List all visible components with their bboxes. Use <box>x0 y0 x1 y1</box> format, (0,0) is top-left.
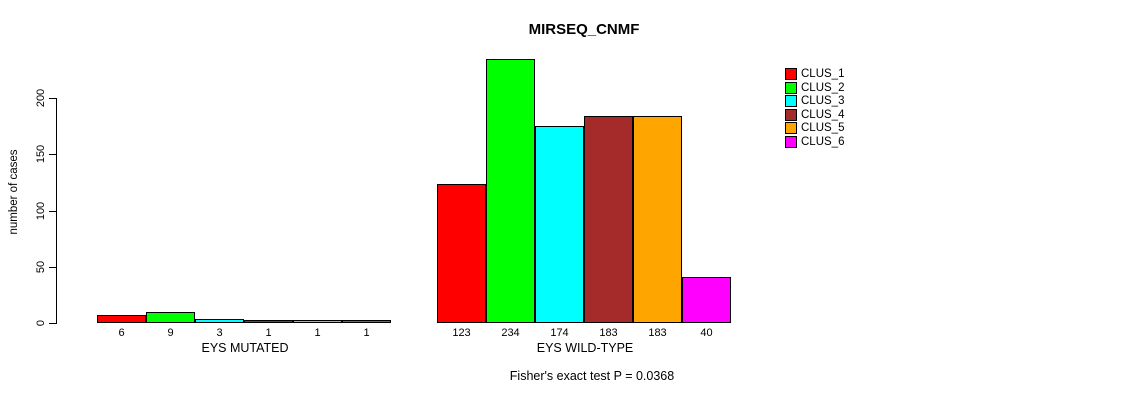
y-tick-label: 200 <box>35 88 47 108</box>
bar-eys-mutated-clus_4 <box>244 320 293 323</box>
bar-eys-wild-type-clus_1 <box>437 183 486 323</box>
bar-eys-wild-type-clus_3 <box>535 126 584 323</box>
bar-eys-wild-type-clus_2 <box>486 58 535 323</box>
legend-label-clus_1: CLUS_1 <box>801 68 845 80</box>
legend-label-clus_5: CLUS_5 <box>801 122 845 134</box>
bar-value-label: 9 <box>167 327 174 339</box>
legend-label-clus_3: CLUS_3 <box>801 95 845 107</box>
bar-value-label: 1 <box>314 327 321 339</box>
legend-swatch-clus_5 <box>785 122 797 134</box>
bar-value-label: 183 <box>648 327 667 339</box>
chart-title: MIRSEQ_CNMF <box>528 21 640 38</box>
legend-swatch-clus_4 <box>785 108 797 121</box>
y-tick <box>49 154 56 156</box>
legend-label-clus_6: CLUS_6 <box>801 135 845 148</box>
bar-eys-mutated-clus_3 <box>195 318 244 323</box>
bar-eys-wild-type-clus_5 <box>633 116 682 323</box>
bar-value-label: 1 <box>363 327 370 339</box>
bar-eys-mutated-clus_6 <box>342 320 391 323</box>
legend-swatch-clus_2 <box>785 81 797 94</box>
bar-eys-wild-type-clus_4 <box>584 116 633 323</box>
bar-eys-mutated-clus_2 <box>146 311 195 323</box>
y-tick-label: 0 <box>35 319 47 327</box>
bar-value-label: 123 <box>452 327 471 339</box>
y-tick <box>49 98 56 99</box>
bar-value-label: 234 <box>501 327 520 339</box>
bar-value-label: 6 <box>118 327 125 339</box>
bar-value-label: 40 <box>700 327 713 339</box>
legend-swatch-clus_6 <box>785 135 797 148</box>
y-tick <box>49 266 56 268</box>
y-tick-label: 50 <box>35 260 47 273</box>
bar-value-label: 174 <box>550 327 569 339</box>
legend-swatch-clus_1 <box>785 68 797 80</box>
y-tick-label: 100 <box>35 201 47 220</box>
x-axis-label-eys-mutated: EYS MUTATED <box>201 341 289 355</box>
bar-value-label: 3 <box>216 327 223 339</box>
legend-swatch-clus_3 <box>785 95 797 107</box>
y-tick <box>49 323 56 324</box>
legend-label-clus_4: CLUS_4 <box>801 108 845 121</box>
bar-eys-mutated-clus_1 <box>97 315 146 323</box>
y-tick-label: 150 <box>35 145 47 164</box>
x-axis-label-eys-wild-type: EYS WILD-TYPE <box>536 341 634 355</box>
fisher-test-annotation: Fisher's exact test P = 0.0368 <box>509 369 675 383</box>
bar-eys-wild-type-clus_6 <box>682 277 731 323</box>
y-axis-line <box>56 98 57 324</box>
bar-value-label: 183 <box>599 327 618 339</box>
bar-value-label: 1 <box>265 327 272 339</box>
y-axis-title: number of cases <box>8 149 20 235</box>
legend-label-clus_2: CLUS_2 <box>801 81 845 94</box>
bar-eys-mutated-clus_5 <box>293 320 342 323</box>
y-tick <box>49 210 56 212</box>
